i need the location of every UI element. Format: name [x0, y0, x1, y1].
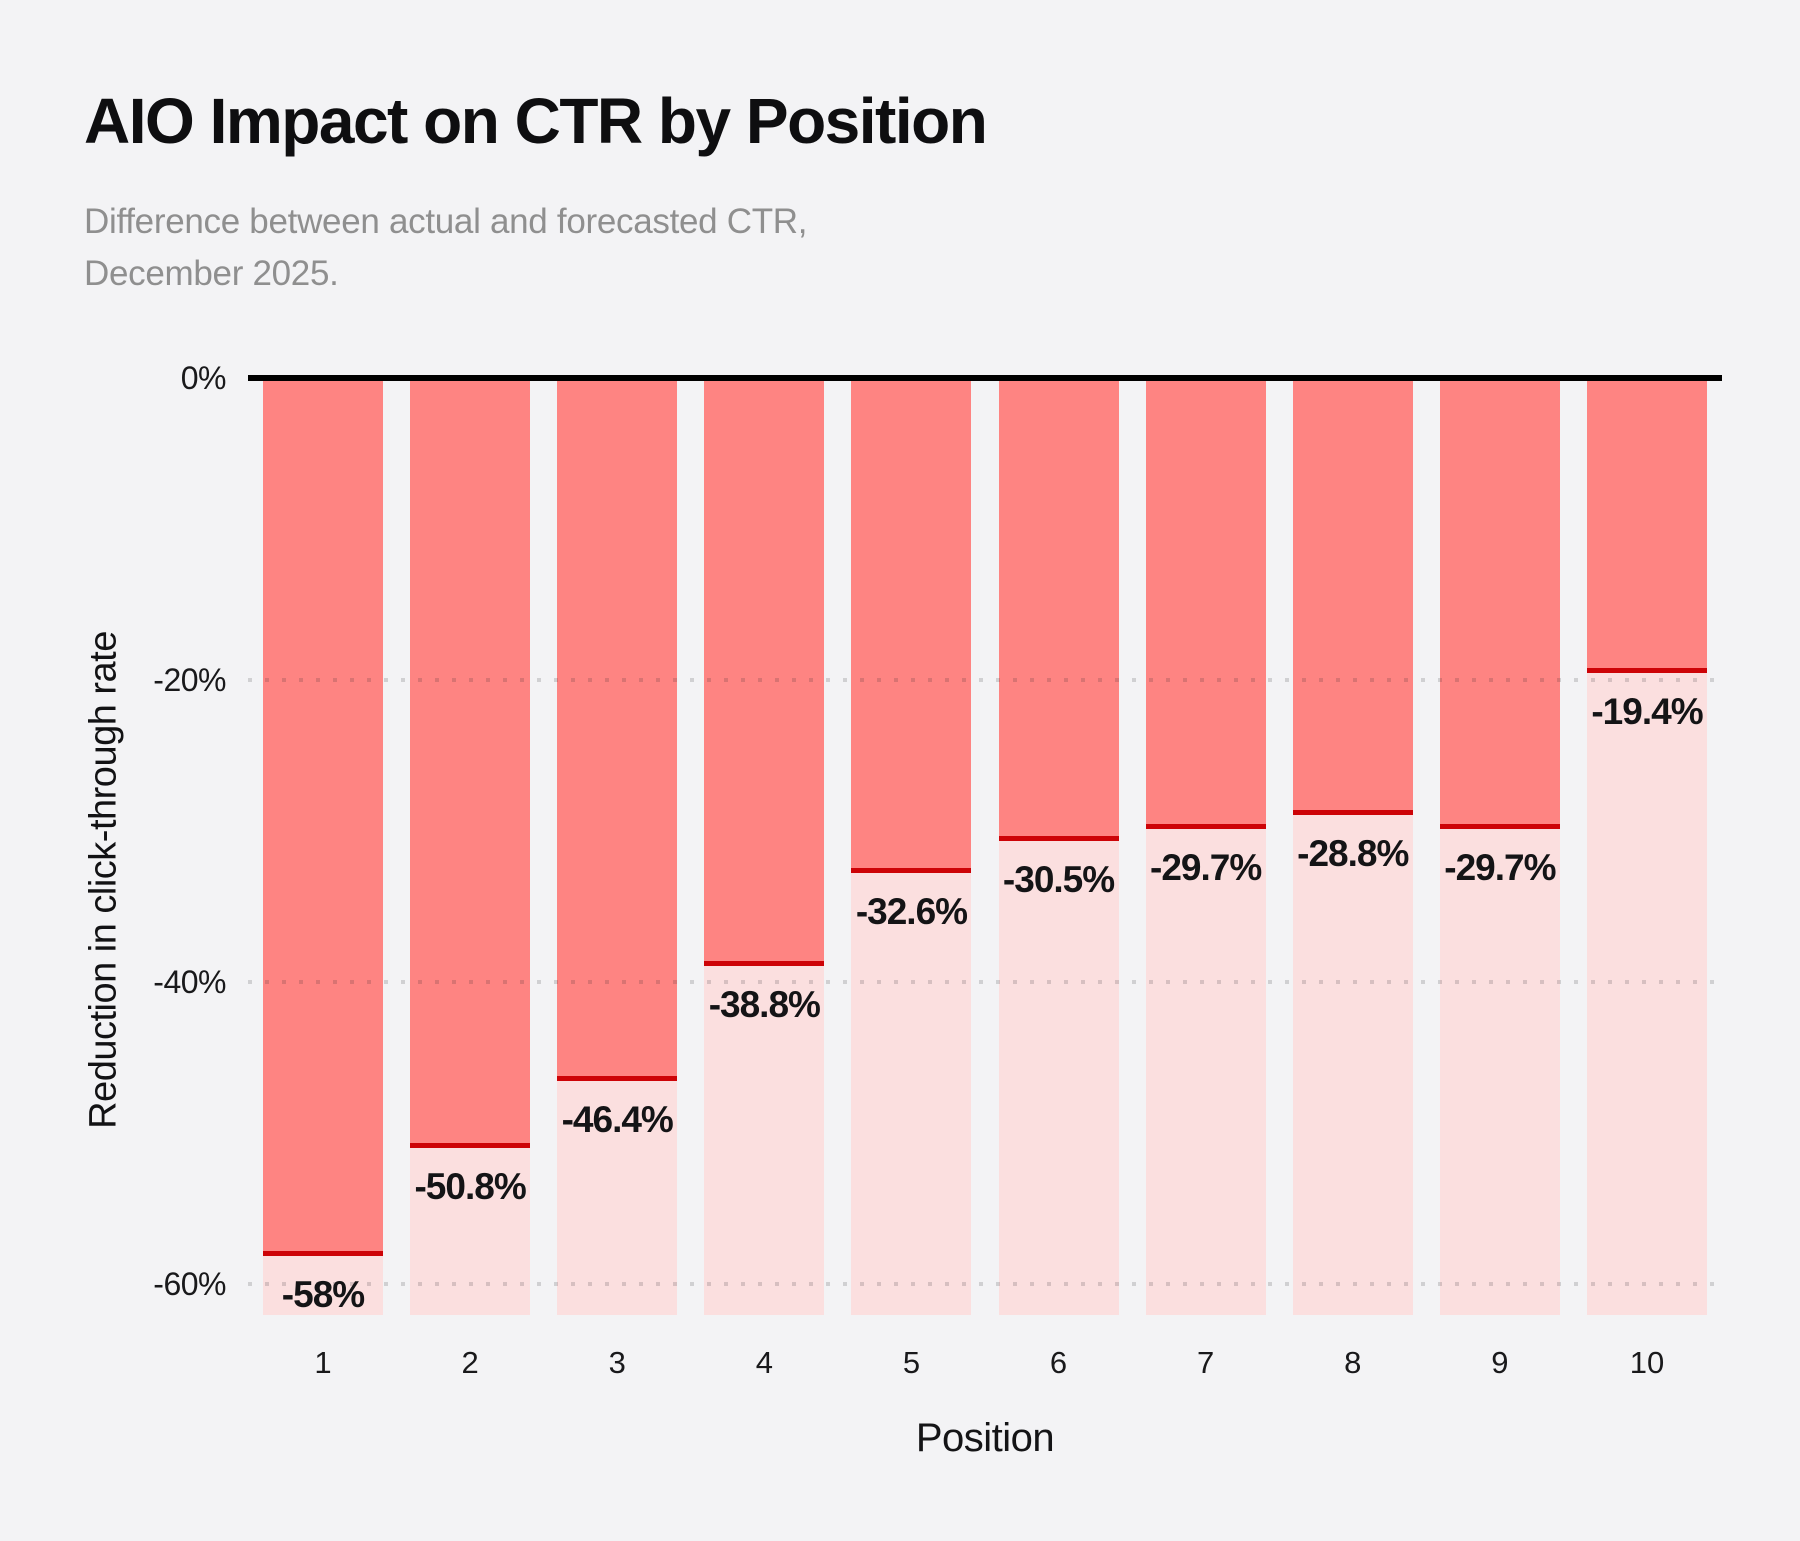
- value-marker-line: [998, 836, 1119, 841]
- y-tick-label-0%: 0%: [180, 360, 227, 396]
- value-marker-line: [263, 1251, 383, 1256]
- bar-position-10: -19.4%: [1586, 381, 1707, 1315]
- bar-dark-segment: [1145, 381, 1266, 824]
- value-marker-line: [1145, 824, 1266, 829]
- bar-position-3: -46.4%: [557, 381, 678, 1315]
- x-tick-label-3: 3: [608, 1345, 626, 1380]
- x-tick-label-7: 7: [1197, 1345, 1215, 1380]
- value-marker-line: [1292, 810, 1413, 815]
- chart-subtitle-line-2: December 2025.: [84, 254, 339, 293]
- bar-position-6: -30.5%: [998, 381, 1119, 1315]
- bar-dark-segment: [851, 381, 972, 868]
- bar-value-label: -32.6%: [855, 891, 968, 932]
- gridline--20%: [248, 678, 1722, 682]
- x-tick-label-5: 5: [902, 1345, 921, 1380]
- y-tick-label--40%: -40%: [153, 964, 226, 1000]
- x-tick-label-2: 2: [461, 1345, 479, 1380]
- bar-dark-segment: [998, 381, 1119, 836]
- y-axis-title: Reduction in click-through rate: [82, 631, 125, 1129]
- value-marker-line: [851, 868, 972, 873]
- value-marker-line: [410, 1143, 531, 1148]
- bar-value-label: -29.7%: [1444, 847, 1556, 888]
- y-tick-label--20%: -20%: [153, 662, 226, 698]
- bar-position-2: -50.8%: [410, 381, 531, 1315]
- zero-baseline: [248, 375, 1722, 381]
- bar-dark-segment: [1586, 381, 1707, 668]
- chart-subtitle-line-1: Difference between actual and forecasted…: [84, 202, 808, 241]
- bar-dark-segment: [263, 381, 383, 1251]
- bar-value-label: -58%: [281, 1274, 365, 1315]
- bar-position-5: -32.6%: [851, 381, 972, 1315]
- bar-value-label: -29.7%: [1150, 847, 1262, 888]
- x-tick-label-1: 1: [314, 1345, 332, 1380]
- x-tick-label-8: 8: [1344, 1345, 1362, 1380]
- bar-value-label: -19.4%: [1591, 691, 1703, 732]
- bar-position-8: -28.8%: [1292, 381, 1413, 1315]
- bar-dark-segment: [410, 381, 531, 1143]
- x-axis-tick-labels: 1 2 3 4 5 6 7 8 9 10: [248, 1343, 1722, 1383]
- value-marker-line: [704, 961, 825, 966]
- x-tick-label-4: 4: [755, 1345, 773, 1380]
- value-marker-line: [1586, 668, 1707, 673]
- bar-dark-segment: [1292, 381, 1413, 810]
- x-axis-title: Position: [915, 1416, 1055, 1460]
- bar-position-1: -58%: [263, 381, 383, 1315]
- bar-dark-segment: [1439, 381, 1560, 824]
- y-tick-label--60%: -60%: [153, 1266, 226, 1302]
- bar-value-label: -50.8%: [414, 1166, 526, 1207]
- bar-position-4: -38.8%: [704, 381, 825, 1315]
- gridline--60%: [248, 1282, 1722, 1286]
- value-marker-line: [557, 1076, 678, 1081]
- chart-title: AIO Impact on CTR by Position: [84, 85, 988, 157]
- x-tick-label-6: 6: [1049, 1345, 1068, 1380]
- bar-value-label: -38.8%: [708, 984, 821, 1025]
- bar-value-label: -46.4%: [561, 1099, 674, 1140]
- x-tick-label-10: 10: [1629, 1345, 1665, 1380]
- chart-subtitle: Difference between actual and forecasted…: [84, 196, 808, 300]
- bars-container: -58% -50.8% -46.4% -38.8% -32.6% -30.5% -29.7%…: [248, 381, 1722, 1315]
- bar-dark-segment: [557, 381, 678, 1076]
- bar-value-label: -30.5%: [1002, 859, 1115, 900]
- x-tick-label-9: 9: [1491, 1345, 1509, 1380]
- value-marker-line: [1439, 824, 1560, 829]
- gridline--40%: [248, 980, 1722, 984]
- bar-position-9: -29.7%: [1439, 381, 1560, 1315]
- bar-value-label: -28.8%: [1297, 833, 1409, 874]
- bar-position-7: -29.7%: [1145, 381, 1266, 1315]
- bar-dark-segment: [704, 381, 825, 961]
